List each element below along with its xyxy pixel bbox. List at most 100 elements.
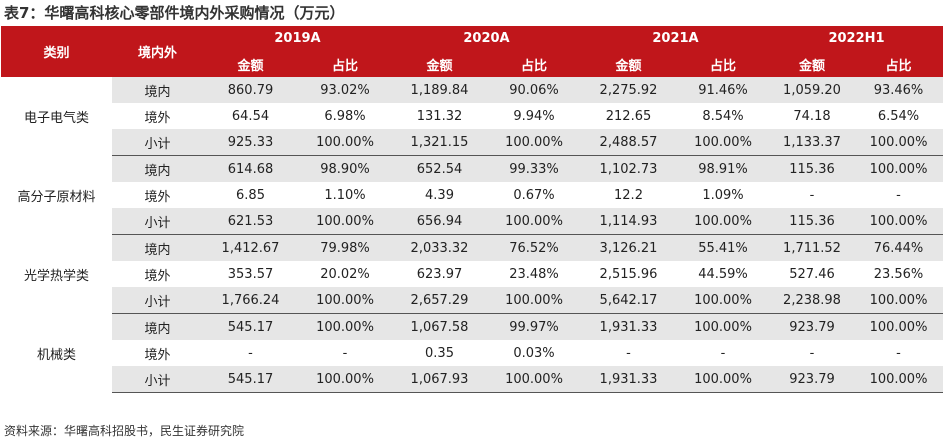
share-cell: 76.52% [487,234,581,261]
amount-cell: 3,126.21 [581,234,676,261]
category-cell: 高分子原材料 [1,155,112,235]
table-body: 电子电气类 境内 860.79 93.02% 1,189.84 90.06% 2,275.9… [1,77,944,393]
amount-cell: 74.18 [793,108,831,124]
amount-cell: 131.32 [416,108,463,124]
amount-cell: 925.33 [203,129,298,156]
header-region: 境内外 [112,26,203,77]
amount-cell: 6.85 [236,187,265,203]
header-amount: 金额 [770,51,854,77]
amount-cell: 1,766.24 [203,287,298,314]
share-cell: 100.00% [854,287,944,314]
table-row: 小计 1,766.24 100.00% 2,657.29 100.00% 5,642.17… [1,287,944,314]
region-cell: 境外 [144,347,171,363]
amount-cell: 115.36 [770,208,854,235]
region-cell: 境外 [144,110,171,126]
amount-cell: 621.53 [203,208,298,235]
region-cell: 小计 [112,129,203,156]
share-cell: - [896,187,901,203]
share-cell: 100.00% [676,287,770,314]
share-cell: 98.91% [676,155,770,182]
amount-cell: 2,033.32 [392,234,487,261]
share-cell: 9.94% [513,108,555,124]
share-cell: 1.09% [702,187,744,203]
share-cell: 99.33% [487,155,581,182]
header-year-2022h1: 2022H1 [770,26,944,51]
amount-cell: - [248,345,253,361]
share-cell: 76.44% [854,234,944,261]
region-cell: 境内 [112,155,203,182]
amount-cell: 545.17 [203,366,298,393]
share-cell: 55.41% [676,234,770,261]
share-cell: 1.10% [324,187,366,203]
amount-cell: 1,321.15 [392,129,487,156]
region-cell: 境外 [144,189,171,205]
header-amount: 金额 [581,51,676,77]
amount-cell: 2,275.92 [581,77,676,103]
source-note: 资料来源：华曙高科招股书，民生证券研究院 [4,424,245,438]
share-cell: 91.46% [676,77,770,103]
amount-cell: 1,067.93 [392,366,487,393]
table-row: 境外 - - 0.35 0.03% - - - - [1,340,943,366]
table-row: 境外 353.57 20.02% 623.97 23.48% 2,515.96 44.59%… [1,261,943,287]
amount-cell: 1,412.67 [203,234,298,261]
amount-cell: - [626,345,631,361]
share-cell: 99.97% [487,313,581,340]
amount-cell: 656.94 [392,208,487,235]
amount-cell: - [809,187,815,203]
table-row: 小计 621.53 100.00% 656.94 100.00% 1,114.93 100.… [1,208,944,235]
share-cell: 100.00% [487,287,581,314]
amount-cell: 12.2 [614,187,643,203]
amount-cell: 652.54 [392,155,487,182]
share-cell: - [342,345,348,361]
category-cell: 机械类 [1,313,112,393]
share-cell: 100.00% [487,366,581,393]
region-cell: 小计 [112,287,203,314]
amount-cell: 2,238.98 [770,287,854,314]
share-cell: 100.00% [487,129,581,156]
region-cell: 境外 [144,268,171,284]
region-cell: 境内 [112,234,203,261]
share-cell: 23.56% [873,266,924,282]
share-cell: - [896,345,901,361]
amount-cell: 1,189.84 [392,77,487,103]
category-cell: 光学热学类 [1,234,112,314]
share-cell: 0.67% [513,187,555,203]
share-cell: 100.00% [298,287,392,314]
region-cell: 境内 [112,77,203,103]
share-cell: 100.00% [298,313,392,340]
amount-cell: - [809,345,815,361]
amount-cell: 1,931.33 [581,313,676,340]
amount-cell: 614.68 [203,155,298,182]
share-cell: 23.48% [509,266,559,282]
share-cell: 100.00% [854,155,944,182]
amount-cell: 860.79 [203,77,298,103]
amount-cell: 923.79 [770,313,854,340]
amount-cell: 64.54 [231,108,270,124]
amount-cell: 527.46 [789,266,835,282]
header-share: 占比 [676,51,770,77]
table-row: 光学热学类 境内 1,412.67 79.98% 2,033.32 76.52% 3,126… [1,234,944,314]
amount-cell: 1,067.58 [392,313,487,340]
share-cell: 93.46% [854,77,944,103]
region-cell: 境内 [112,313,203,340]
amount-cell: 1,931.33 [581,366,676,393]
amount-cell: 353.57 [227,266,274,282]
share-cell: 6.54% [877,108,920,124]
header-year-2019: 2019A [203,26,392,51]
share-cell: 100.00% [854,366,944,393]
share-cell: 20.02% [320,266,370,282]
amount-cell: 115.36 [770,155,854,182]
amount-cell: 1,133.37 [770,129,854,156]
amount-cell: 2,657.29 [392,287,487,314]
share-cell: 100.00% [487,208,581,235]
amount-cell: 212.65 [605,108,652,124]
amount-cell: 623.97 [416,266,463,282]
share-cell: 100.00% [854,313,944,340]
amount-cell: 2,515.96 [599,266,658,282]
header-amount: 金额 [203,51,298,77]
share-cell: 100.00% [298,366,392,393]
header-share: 占比 [854,51,944,77]
share-cell: 90.06% [487,77,581,103]
amount-cell: 4.39 [425,187,454,203]
